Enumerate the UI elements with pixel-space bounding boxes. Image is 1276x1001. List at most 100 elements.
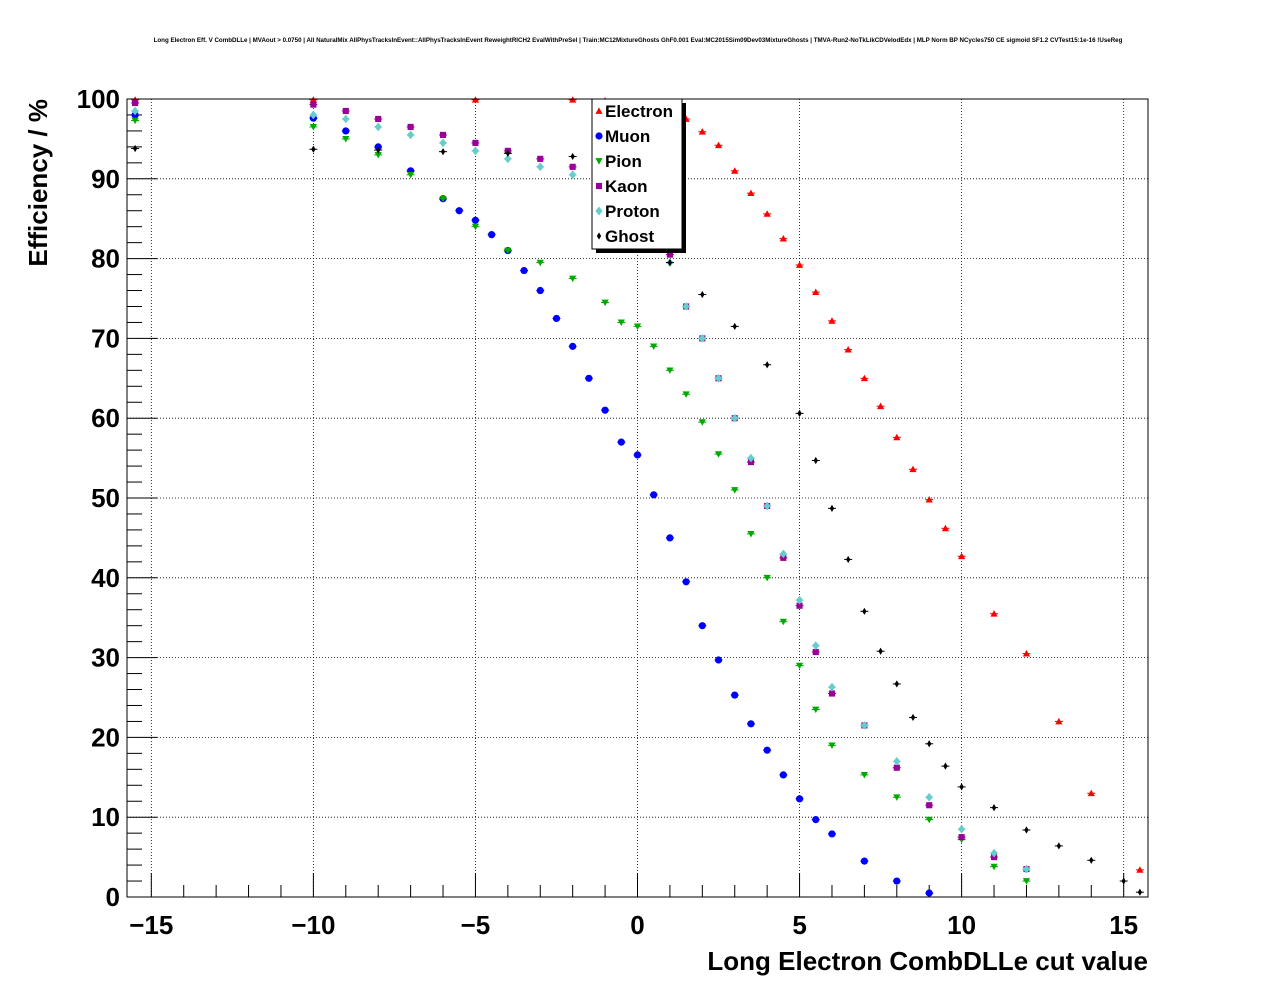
data-point-electron [747, 189, 755, 197]
data-point-kaon [472, 139, 479, 146]
data-point-muon [812, 815, 820, 824]
data-point-pion [1022, 878, 1031, 885]
data-point-muon [795, 795, 804, 803]
data-point-pion [633, 323, 642, 331]
data-point-ghost [764, 361, 770, 369]
data-point-pion [731, 487, 739, 494]
y-tick-label: 90 [91, 164, 120, 194]
data-point-ghost [927, 740, 932, 748]
data-point-pion [471, 223, 480, 231]
data-point-electron [893, 433, 901, 441]
data-point-proton [471, 146, 480, 156]
data-point-kaon [893, 764, 900, 771]
data-point-proton [439, 138, 447, 148]
data-point-proton [1022, 864, 1031, 874]
data-point-proton [812, 641, 820, 650]
data-point-electron [812, 288, 820, 295]
chart-title: Long Electron Eff. V CombDLLe | MVAout >… [154, 37, 1123, 44]
x-tick-label: −10 [291, 910, 335, 940]
y-tick-label: 80 [91, 244, 120, 274]
data-point-muon [585, 374, 593, 382]
data-point-muon [633, 451, 642, 459]
data-point-ghost [132, 144, 138, 153]
data-point-muon [731, 691, 739, 699]
data-point-proton [763, 501, 771, 511]
data-point-muon [569, 342, 577, 350]
legend-marker-muon [595, 132, 603, 140]
data-point-kaon [439, 131, 447, 138]
data-point-pion [601, 299, 609, 307]
data-point-electron [763, 210, 771, 217]
data-point-kaon [666, 251, 673, 258]
y-tick-label: 0 [106, 882, 120, 912]
data-point-pion [714, 451, 723, 458]
data-point-ghost [1137, 888, 1143, 896]
data-point-muon [552, 314, 561, 323]
y-tick-label: 50 [91, 483, 120, 513]
data-point-ghost [813, 456, 818, 465]
data-point-muon [893, 877, 901, 885]
series-muon [131, 111, 934, 897]
data-point-kaon [958, 834, 965, 841]
data-point-electron [860, 374, 868, 382]
y-tick-label: 70 [91, 323, 120, 353]
data-point-electron [779, 235, 787, 242]
data-point-ghost [829, 504, 835, 512]
data-point-pion [763, 574, 771, 582]
data-point-electron [795, 261, 804, 268]
data-point-ghost [991, 804, 997, 812]
x-tick-label: −15 [129, 910, 173, 940]
legend-marker-pion [595, 158, 603, 165]
data-point-electron [714, 141, 723, 149]
data-point-electron [876, 402, 885, 410]
data-point-kaon [812, 648, 819, 656]
data-point-proton [309, 110, 317, 120]
data-point-muon [601, 406, 609, 414]
data-point-proton [860, 721, 868, 730]
data-point-ghost [700, 290, 705, 299]
legend-marker-ghost [596, 232, 602, 240]
data-point-proton [714, 373, 723, 383]
data-point-electron [941, 524, 950, 532]
data-point-electron [844, 345, 852, 353]
x-tick-label: 10 [947, 910, 976, 940]
data-point-muon [342, 127, 350, 135]
data-point-pion [828, 742, 836, 749]
data-point-proton [407, 130, 415, 140]
series-pion [131, 117, 1031, 885]
data-point-pion [682, 391, 690, 398]
data-point-pion [925, 816, 933, 824]
data-point-muon [617, 438, 625, 446]
data-point-ghost [846, 555, 851, 564]
x-tick-label: −5 [461, 910, 491, 940]
data-point-proton [342, 114, 350, 124]
data-point-proton [795, 595, 804, 605]
data-point-muon [455, 207, 463, 215]
data-point-pion [893, 794, 901, 801]
data-point-electron [990, 610, 998, 617]
data-point-muon [925, 889, 933, 897]
data-point-pion [374, 151, 382, 159]
data-point-ghost [959, 783, 964, 791]
data-point-electron [958, 552, 966, 560]
y-axis-label: Efficiency / % [23, 99, 53, 267]
data-point-muon [666, 534, 674, 542]
data-point-kaon [569, 163, 576, 170]
data-point-electron [925, 495, 933, 503]
data-point-kaon [407, 123, 414, 130]
data-point-pion [990, 863, 998, 871]
data-point-proton [374, 122, 382, 132]
data-point-ghost [797, 409, 802, 418]
y-tick-label: 100 [77, 84, 120, 114]
data-point-pion [569, 275, 577, 283]
data-point-pion [795, 662, 804, 670]
data-point-kaon [796, 602, 803, 609]
data-point-electron [1055, 717, 1063, 725]
data-point-kaon [828, 690, 836, 697]
data-point-proton [747, 453, 755, 463]
data-point-muon [779, 771, 787, 779]
data-point-kaon [310, 101, 317, 108]
legend-marker-electron [595, 107, 603, 114]
